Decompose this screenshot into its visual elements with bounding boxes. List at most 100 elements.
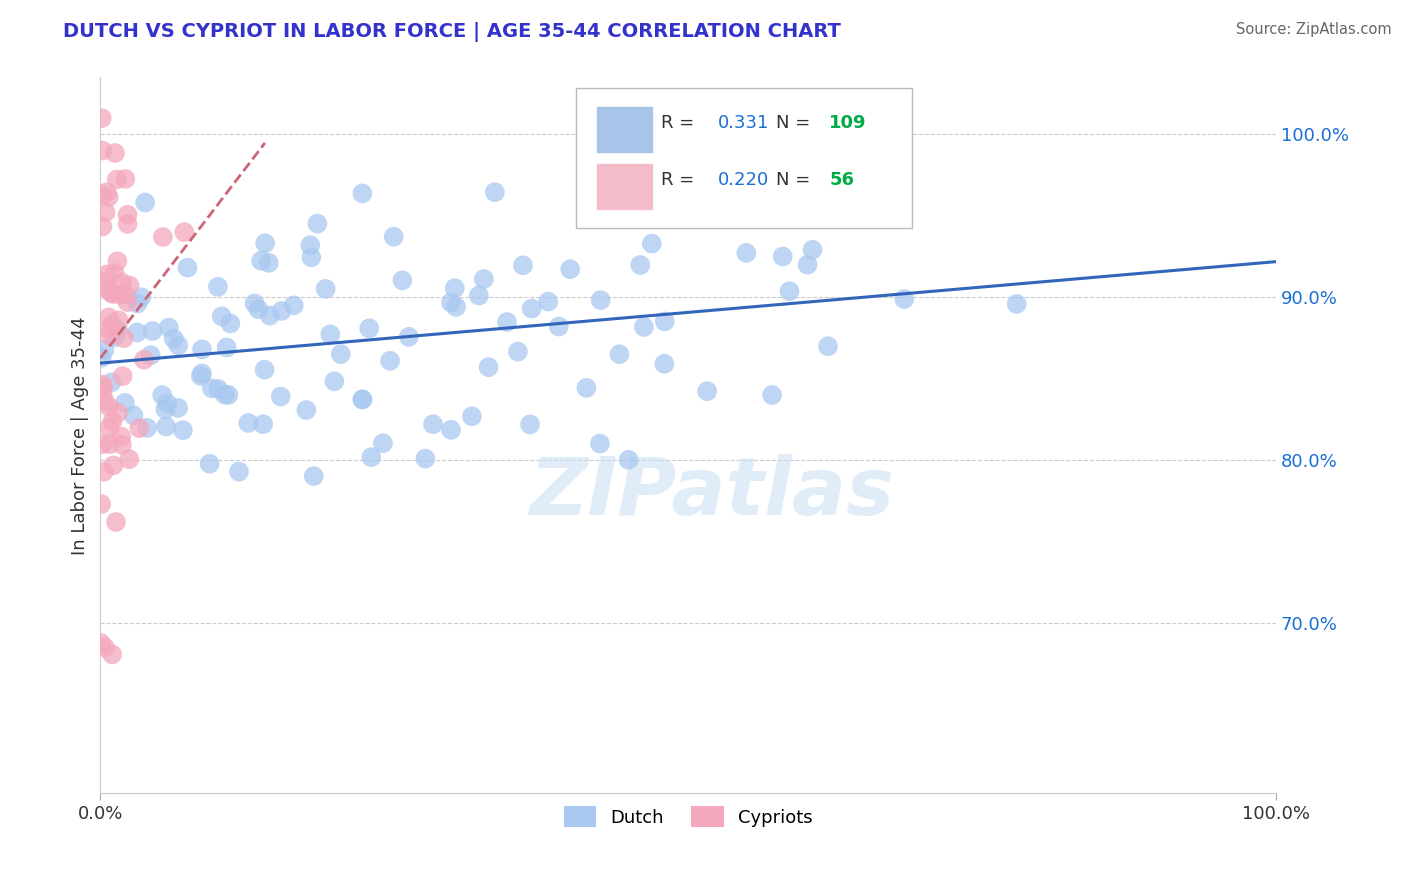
Text: DUTCH VS CYPRIOT IN LABOR FORCE | AGE 35-44 CORRELATION CHART: DUTCH VS CYPRIOT IN LABOR FORCE | AGE 35… xyxy=(63,22,841,42)
Point xyxy=(155,419,177,434)
Point xyxy=(134,195,156,210)
Point xyxy=(91,380,114,394)
Point xyxy=(97,310,120,325)
Point xyxy=(207,280,229,294)
Point xyxy=(443,281,465,295)
Point xyxy=(90,188,112,202)
Point xyxy=(128,421,150,435)
Point xyxy=(91,437,114,451)
Point xyxy=(139,348,162,362)
Point xyxy=(628,258,651,272)
Point xyxy=(444,300,467,314)
Point xyxy=(103,458,125,473)
Point xyxy=(352,392,374,407)
Point xyxy=(779,284,801,298)
Y-axis label: In Labor Force | Age 35-44: In Labor Force | Age 35-44 xyxy=(72,316,89,555)
Point xyxy=(654,314,676,328)
Point xyxy=(131,290,153,304)
Point xyxy=(319,327,342,342)
Point xyxy=(617,452,640,467)
Point xyxy=(90,636,112,650)
Point xyxy=(415,451,437,466)
Point xyxy=(614,111,637,125)
FancyBboxPatch shape xyxy=(596,106,652,153)
Text: R =: R = xyxy=(661,113,700,131)
Point xyxy=(191,367,214,381)
Text: N =: N = xyxy=(776,170,817,189)
Point xyxy=(391,273,413,287)
Point xyxy=(772,250,794,264)
FancyBboxPatch shape xyxy=(576,88,911,227)
Point xyxy=(93,275,115,289)
Point xyxy=(215,341,238,355)
Point xyxy=(506,344,529,359)
Point xyxy=(94,205,117,219)
Point xyxy=(91,219,114,234)
Point xyxy=(96,268,118,282)
Point xyxy=(117,295,139,310)
Text: N =: N = xyxy=(776,113,817,131)
Point xyxy=(214,387,236,401)
Point xyxy=(247,302,270,317)
Point xyxy=(176,260,198,275)
Point xyxy=(1005,297,1028,311)
Point xyxy=(101,414,124,428)
Point xyxy=(127,296,149,310)
Point xyxy=(633,320,655,334)
Point xyxy=(163,332,186,346)
Point xyxy=(609,347,631,361)
Point xyxy=(371,436,394,450)
Point xyxy=(191,343,214,357)
Point xyxy=(108,287,131,301)
Point xyxy=(243,296,266,310)
Point xyxy=(94,394,117,409)
Point xyxy=(101,317,124,331)
Point xyxy=(91,144,114,158)
Point xyxy=(440,423,463,437)
Point xyxy=(111,369,134,384)
Point xyxy=(117,208,139,222)
Point xyxy=(252,417,274,432)
Point xyxy=(250,253,273,268)
Point xyxy=(299,238,322,252)
Point xyxy=(152,230,174,244)
Text: 109: 109 xyxy=(830,113,866,131)
Point xyxy=(107,324,129,338)
Point xyxy=(107,406,129,420)
Point xyxy=(329,347,352,361)
Point xyxy=(259,309,281,323)
Text: 0.331: 0.331 xyxy=(717,113,769,131)
Point xyxy=(167,338,190,352)
Point xyxy=(198,457,221,471)
Point xyxy=(98,328,121,343)
Point xyxy=(378,353,401,368)
Point xyxy=(283,298,305,312)
Point xyxy=(295,403,318,417)
Point xyxy=(801,243,824,257)
Point xyxy=(98,437,121,451)
Point xyxy=(93,343,115,357)
Point xyxy=(172,423,194,437)
Point xyxy=(323,375,346,389)
Point xyxy=(641,236,664,251)
Point xyxy=(253,362,276,376)
Point xyxy=(359,321,381,335)
Point xyxy=(512,258,534,272)
Point xyxy=(190,368,212,383)
Point xyxy=(97,281,120,295)
Point xyxy=(155,402,177,417)
Point xyxy=(114,172,136,186)
Point xyxy=(735,246,758,260)
Point xyxy=(114,396,136,410)
Point xyxy=(157,320,180,334)
Legend: Dutch, Cypriots: Dutch, Cypriots xyxy=(557,799,820,834)
Point xyxy=(173,225,195,239)
Point xyxy=(352,186,374,201)
Point xyxy=(496,315,519,329)
Point xyxy=(91,377,114,392)
Point xyxy=(270,304,292,318)
Point xyxy=(136,421,159,435)
Point xyxy=(93,465,115,479)
Point xyxy=(468,288,491,302)
Point xyxy=(422,417,444,432)
